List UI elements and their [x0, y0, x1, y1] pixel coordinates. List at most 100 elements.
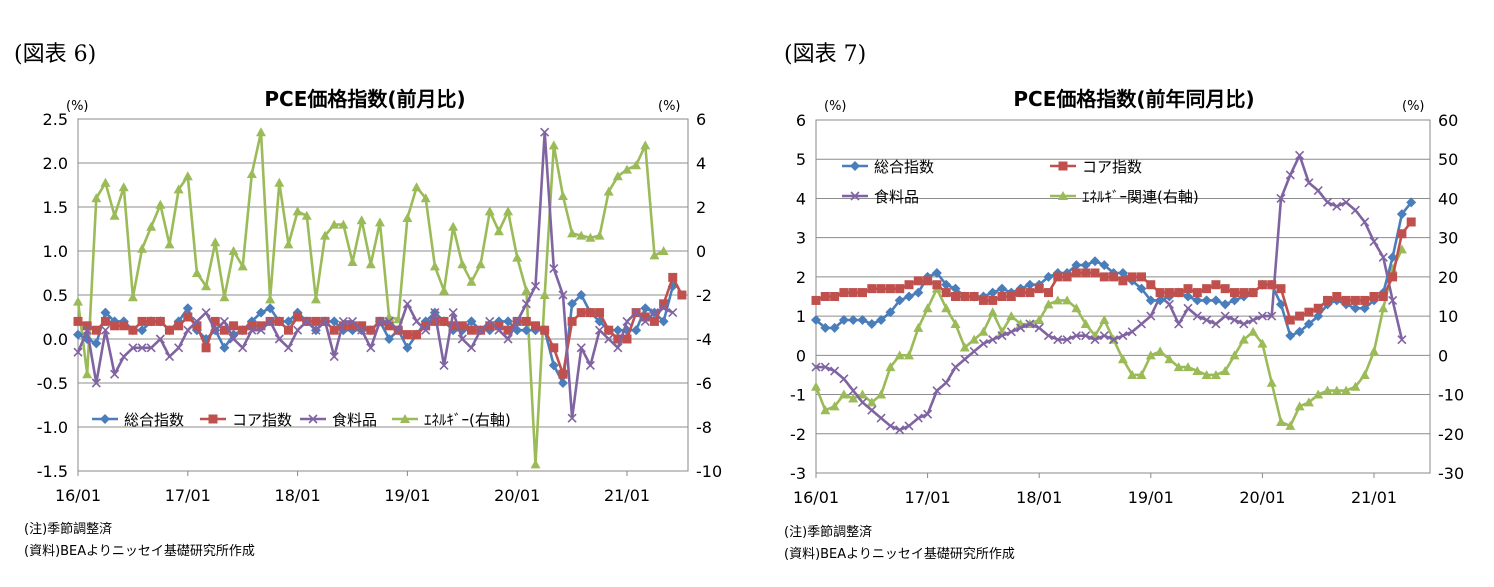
data-point — [969, 292, 979, 301]
data-point — [466, 316, 477, 327]
data-point — [1322, 385, 1333, 395]
data-point — [485, 321, 495, 331]
x-tick-label: 16/01 — [55, 486, 101, 505]
data-point — [219, 342, 230, 353]
data-point — [1285, 420, 1296, 430]
data-point — [256, 325, 266, 335]
data-point — [668, 308, 678, 318]
data-point — [274, 316, 284, 326]
data-point — [503, 325, 513, 335]
data-point — [622, 316, 632, 326]
data-point — [1053, 272, 1063, 282]
y-tick-label-left: 6 — [796, 111, 806, 130]
data-point — [183, 312, 193, 322]
y-tick-label-right: -8 — [696, 418, 712, 437]
data-point — [1331, 385, 1342, 395]
data-point — [838, 389, 849, 399]
data-point — [1210, 295, 1221, 306]
data-point — [1238, 334, 1249, 344]
data-point — [503, 206, 514, 216]
data-point — [1248, 326, 1259, 336]
data-point — [1276, 299, 1286, 310]
data-point — [549, 343, 559, 353]
data-point — [521, 316, 531, 326]
y-tick-label-right: 40 — [1438, 189, 1458, 208]
data-point — [540, 127, 550, 137]
series-1 — [811, 217, 1416, 325]
data-point — [1211, 319, 1221, 329]
data-point — [932, 280, 942, 290]
data-point — [894, 350, 905, 360]
data-point — [73, 316, 83, 326]
data-point — [219, 325, 229, 335]
data-point — [283, 239, 294, 249]
data-point — [1267, 280, 1277, 290]
data-point — [1183, 291, 1193, 302]
data-point — [1080, 260, 1091, 271]
data-point — [987, 287, 998, 298]
data-point — [165, 325, 174, 335]
data-point — [576, 308, 586, 318]
data-point — [412, 330, 422, 340]
data-point — [201, 343, 211, 353]
data-point — [1137, 272, 1146, 282]
data-point — [969, 334, 980, 344]
data-point — [885, 362, 896, 372]
data-point — [1406, 217, 1416, 227]
data-point — [1192, 288, 1202, 298]
data-point — [493, 226, 504, 236]
data-point — [1025, 288, 1035, 298]
series-3 — [73, 127, 669, 469]
data-point — [137, 343, 147, 353]
data-point — [375, 316, 385, 326]
data-point — [997, 292, 1007, 301]
data-point — [978, 339, 988, 349]
data-point — [137, 325, 148, 336]
data-point — [247, 321, 257, 331]
data-point — [969, 346, 979, 356]
data-point — [1220, 299, 1231, 310]
data-point — [604, 334, 614, 344]
data-point — [622, 164, 632, 174]
data-point — [913, 322, 924, 332]
data-point — [631, 160, 642, 170]
y-axis-unit-left: (%) — [824, 99, 847, 114]
data-point — [612, 171, 623, 181]
data-point — [1117, 354, 1128, 364]
data-point — [228, 246, 239, 255]
data-point — [811, 295, 821, 305]
legend-label: 食料品 — [874, 188, 919, 206]
data-point — [557, 378, 568, 388]
data-point — [1090, 335, 1100, 345]
y-tick-label-left: 2 — [796, 268, 806, 287]
data-point — [1052, 295, 1063, 305]
data-point — [301, 210, 312, 220]
data-point — [1034, 323, 1044, 333]
data-point — [302, 316, 312, 326]
data-point — [866, 397, 877, 407]
data-point — [950, 318, 961, 328]
data-point — [229, 321, 239, 331]
data-point — [539, 290, 550, 299]
data-point — [1332, 292, 1342, 301]
data-point — [329, 352, 339, 362]
y-tick-label-right: 60 — [1438, 111, 1458, 130]
data-point — [127, 292, 138, 302]
data-point — [576, 290, 587, 300]
data-point — [82, 321, 92, 331]
data-point — [503, 316, 514, 327]
x-tick-label: 20/01 — [1239, 488, 1285, 507]
data-point — [1295, 311, 1305, 321]
data-point — [1341, 385, 1352, 395]
data-point — [1192, 366, 1203, 376]
data-point — [182, 303, 193, 314]
data-point — [1359, 369, 1370, 379]
data-point — [1313, 311, 1324, 322]
data-point — [357, 321, 367, 331]
data-point — [329, 219, 340, 229]
data-point — [1155, 346, 1166, 356]
data-point — [1192, 311, 1202, 321]
data-point — [839, 374, 849, 384]
x-tick-label: 21/01 — [604, 486, 650, 505]
data-point — [1155, 295, 1166, 306]
